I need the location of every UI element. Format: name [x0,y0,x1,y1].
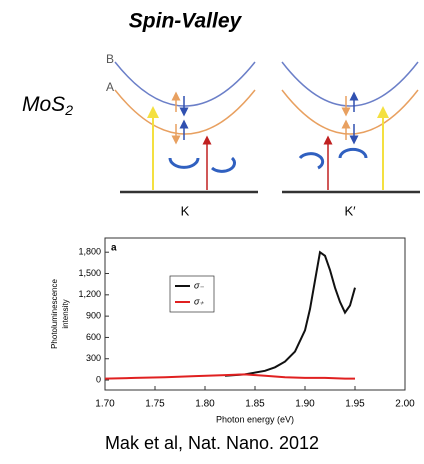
material-base: MoS [22,93,65,116]
band-curve [114,89,256,135]
y-tick-label: 1,500 [78,268,101,278]
valley-diagram [281,61,420,194]
band-label: B [106,52,114,66]
x-tick-label: 1.90 [295,399,315,410]
circular-arrow [338,147,368,159]
band-curve [114,61,256,107]
legend-box [169,275,215,313]
panel-label: a [111,243,117,254]
x-tick-label: 1.80 [195,399,215,410]
x-axis-label: Photon energy (eV) [216,414,294,424]
x-tick-label: 1.85 [245,399,265,410]
chart: 0 300 600 900 1,200 1,500 1,800 1.70 1.75 1.80 1.8… [50,237,415,424]
valley-label: K′ [344,203,356,218]
series-line [224,250,356,377]
y-tick-label: 900 [86,311,101,321]
y-axis-label: intensity [61,299,70,328]
material: MoS2 [22,93,73,118]
x-tick-label: 1.95 [345,399,365,410]
valley-diagram [114,61,258,194]
y-tick-label: 1,200 [78,289,101,299]
legend-label: σ₊ [194,296,204,306]
series-line [104,373,355,380]
circular-arrow [298,152,325,170]
x-tick-label: 2.00 [395,399,415,410]
x-tick-label: 1.75 [145,399,165,410]
circular-arrow [211,156,236,173]
y-tick-label: 300 [86,353,101,363]
title: Spin-Valley [129,10,243,33]
circular-arrow [168,157,200,169]
legend-label: σ₋ [194,280,204,290]
citation: Mak et al, Nat. Nano. 2012 [105,433,319,453]
y-axis-label: Photoluminescence [50,279,59,349]
y-tick-label: 1,800 [78,247,101,257]
band-label: A [106,80,114,94]
y-tick-label: 0 [96,374,101,384]
x-tick-label: 1.70 [95,399,115,410]
plot-frame [104,237,406,391]
band-curve [281,89,419,135]
valley-label: K [181,203,190,218]
y-tick-label: 600 [86,332,101,342]
band-curve [281,61,419,107]
material-sub: 2 [64,102,73,118]
